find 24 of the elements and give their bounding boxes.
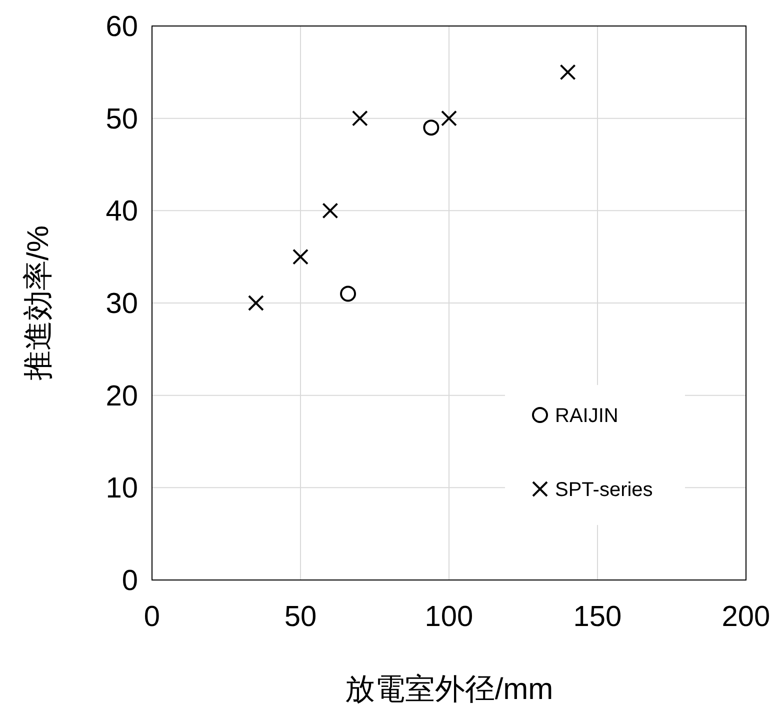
y-tick-label: 20 (106, 380, 138, 412)
point (292, 248, 308, 265)
point (352, 110, 368, 126)
point (248, 295, 264, 311)
y-axis-title: 推進効率/% (22, 225, 55, 381)
y-tick-label: 10 (106, 472, 138, 505)
y-tick-label: 50 (106, 103, 138, 136)
x-axis-title: 放電室外径/mm (344, 673, 554, 706)
x-tick-label: 150 (573, 601, 622, 633)
point (423, 120, 440, 136)
legend-label: RAIJIN (555, 405, 618, 427)
y-tick-label: 30 (106, 288, 138, 320)
point (441, 110, 457, 126)
x-tick-label: 0 (144, 601, 160, 633)
y-tick-label: 60 (106, 11, 138, 43)
point (322, 202, 338, 219)
y-tick-label: 0 (122, 565, 138, 597)
y-tick-label: 40 (106, 196, 138, 228)
point (340, 286, 356, 302)
x-tick-label: 50 (284, 601, 317, 633)
legend-label: SPT-series (555, 479, 653, 501)
x-tick-label: 100 (424, 601, 474, 633)
x-tick-label: 200 (722, 601, 770, 633)
point (560, 64, 576, 80)
